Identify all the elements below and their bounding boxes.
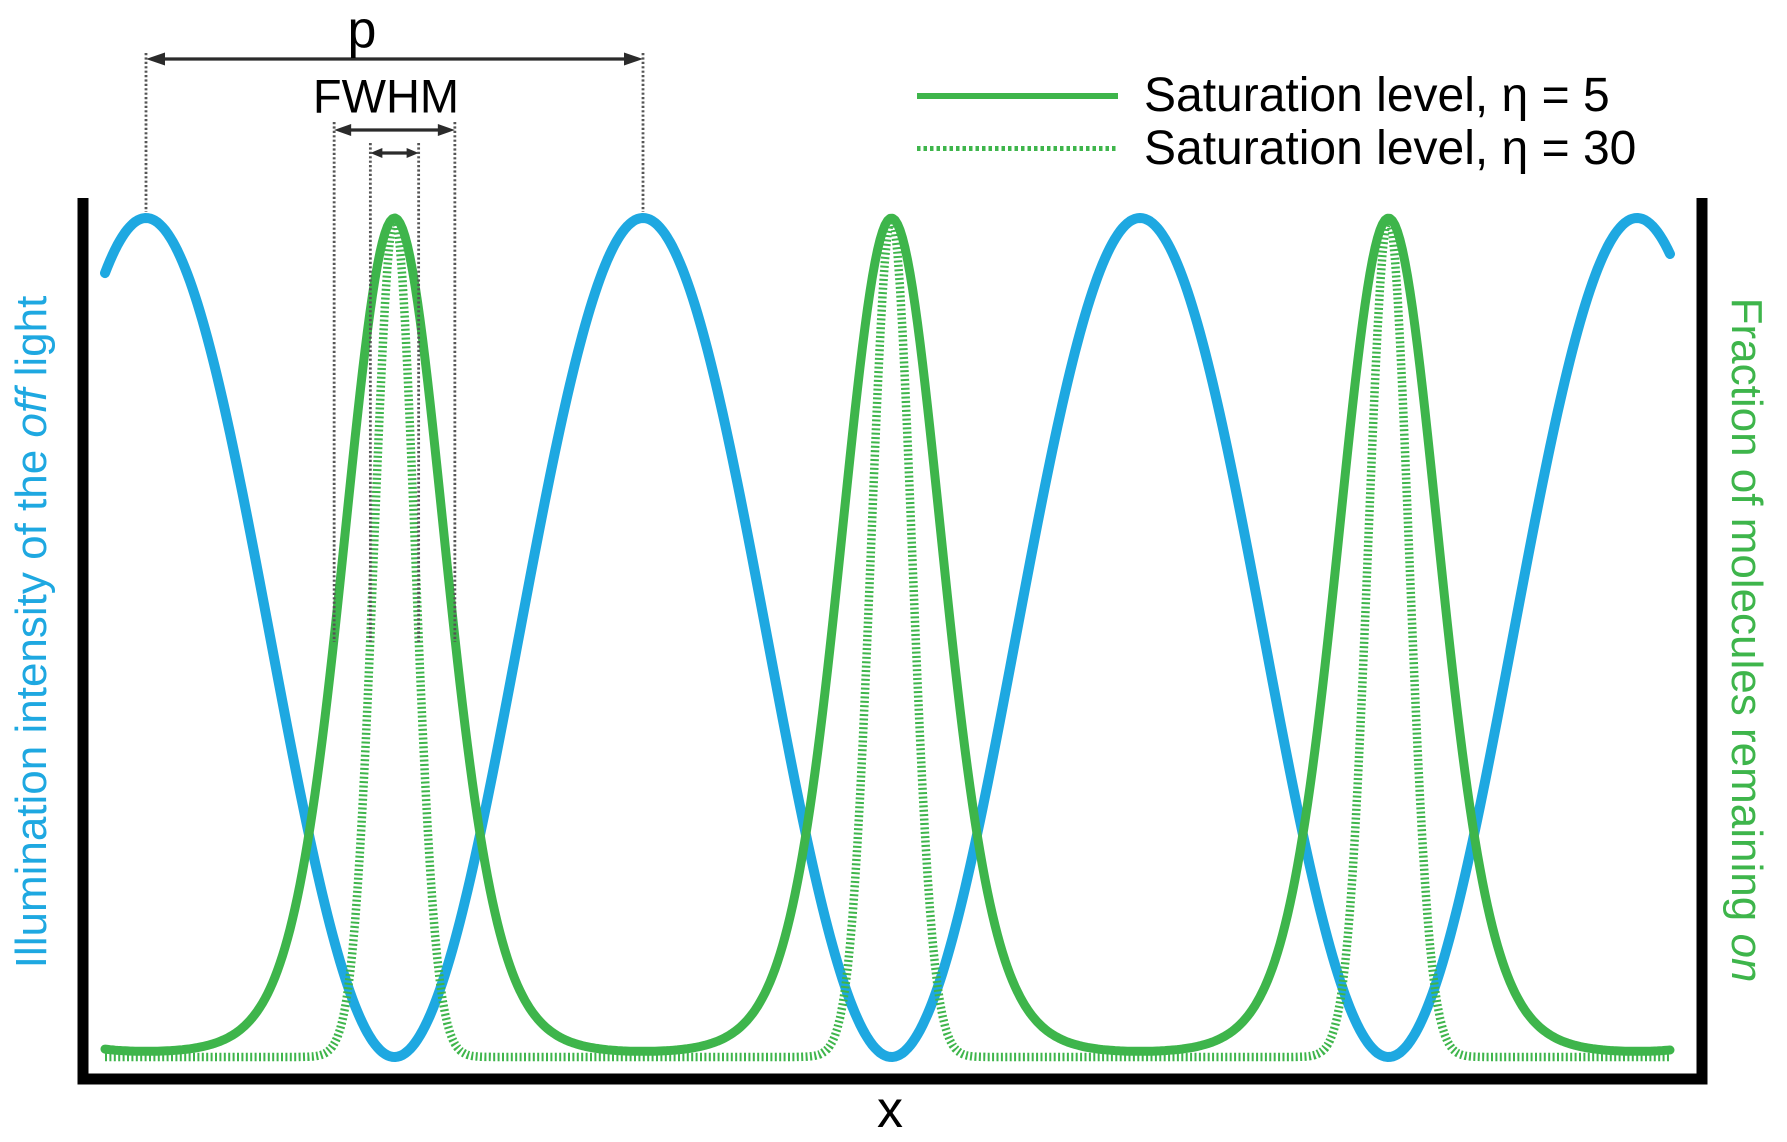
fwhm30-dimension-arrow-head-right <box>406 148 419 158</box>
left-y-axis-label: Illumination intensity of the off light <box>7 295 56 969</box>
legend-line-dotted-icon <box>917 146 1118 151</box>
period-annotation-label: p <box>347 1 377 59</box>
legend-entry-eta-30: Saturation level, η = 30 <box>917 122 1636 175</box>
period-dimension-arrow-head-right <box>624 52 643 66</box>
fwhm5-dimension-arrow-head-right <box>437 124 455 136</box>
legend-entry-label: Saturation level, η = 30 <box>1144 121 1637 175</box>
legend-line-solid-icon <box>917 92 1118 99</box>
fwhm-annotation-label: FWHM <box>312 69 460 123</box>
right-y-axis-label: Fraction of molecules remaining on <box>1722 297 1771 983</box>
period-dimension-arrow-head-left <box>146 52 165 66</box>
curve-on-fraction-eta-30 <box>105 208 1670 1062</box>
x-axis-label: x <box>877 1081 903 1139</box>
curve-illumination-off-light <box>100 213 1675 1062</box>
legend-entry-eta-5: Saturation level, η = 5 <box>917 69 1636 122</box>
legend: Saturation level, η = 5 Saturation level… <box>917 69 1636 175</box>
fwhm30-dimension-arrow-head-left <box>370 148 383 158</box>
curve-on-fraction-eta-5 <box>100 213 1675 1056</box>
fwhm5-dimension-arrow-head-left <box>334 124 352 136</box>
legend-entry-label: Saturation level, η = 5 <box>1144 68 1610 122</box>
